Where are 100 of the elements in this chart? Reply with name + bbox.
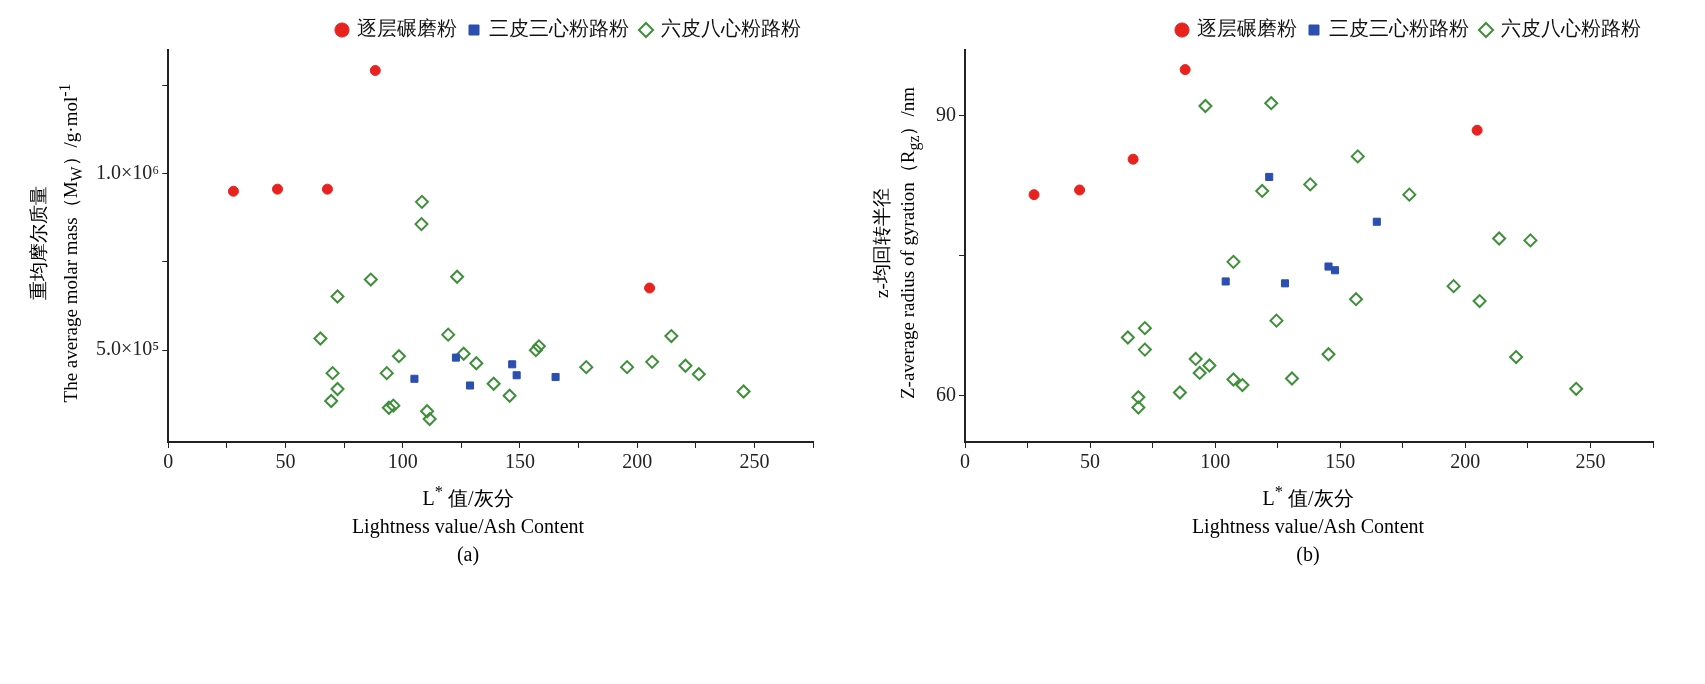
point (1137, 342, 1152, 357)
point (1131, 390, 1146, 405)
legend-label: 逐层碾磨粉 (1197, 17, 1297, 40)
point (1120, 330, 1135, 345)
x-tick-label: 150 (504, 450, 535, 473)
point (1350, 149, 1365, 164)
point (1321, 347, 1336, 362)
text: (a) (455, 541, 481, 568)
point (325, 366, 340, 381)
point (1198, 99, 1213, 113)
point (363, 272, 378, 287)
point (508, 360, 517, 369)
x-tick-label: 200 (622, 450, 653, 473)
point (441, 327, 456, 342)
point (1402, 187, 1417, 202)
x-tick-label: 100 (387, 450, 418, 473)
point (422, 412, 437, 427)
point (330, 382, 345, 397)
point (1349, 292, 1364, 307)
point (1471, 124, 1483, 136)
legend-label: 六皮八心粉路粉 (661, 17, 801, 40)
point (1303, 177, 1318, 192)
x-tick-label: 150 (1325, 450, 1356, 473)
x-tick-label: 100 (1200, 450, 1231, 473)
point (1472, 294, 1487, 309)
point (502, 388, 517, 403)
legend-label: 三皮三心粉路粉 (489, 17, 629, 40)
x-tick-label: 50 (275, 450, 296, 473)
point (469, 356, 484, 371)
point (644, 282, 656, 294)
point (410, 374, 419, 383)
point (620, 360, 635, 375)
point (414, 194, 429, 209)
point (528, 343, 543, 358)
point (645, 354, 660, 369)
point (512, 371, 521, 380)
point (1569, 381, 1584, 396)
point (321, 183, 333, 195)
point (313, 331, 328, 346)
point (1269, 313, 1284, 328)
y-tick-label: 60 (936, 382, 956, 405)
point (1192, 365, 1207, 380)
point (1264, 96, 1279, 111)
x-axis-title: L$^{*}$ 值/灰分 Lightness value/Ash Content (1191, 481, 1425, 540)
point (465, 381, 475, 390)
text: (b) (1295, 541, 1321, 567)
y-tick-label: 1.0×10⁶ (95, 160, 160, 183)
point (227, 185, 239, 197)
point (551, 372, 560, 382)
point (414, 217, 429, 232)
point (1127, 153, 1139, 165)
x-tick-label: 250 (1575, 450, 1606, 473)
point (391, 349, 406, 364)
point (1235, 378, 1250, 393)
point (272, 183, 284, 195)
point (451, 353, 460, 362)
point (330, 289, 345, 304)
point (386, 398, 401, 413)
point (664, 329, 679, 344)
point (1172, 385, 1187, 400)
x-tick-label: 50 (1080, 450, 1101, 473)
point (369, 64, 381, 76)
legend-label: 六皮八心粉路粉 (1501, 17, 1641, 40)
point (579, 360, 594, 375)
point (456, 346, 471, 361)
point (1265, 172, 1274, 181)
point (381, 400, 396, 415)
point (1226, 372, 1241, 387)
x-axis-title: L$^{*}$ 值/灰分 Lightness value/Ash Content (351, 481, 585, 540)
point (1492, 231, 1507, 246)
x-tick-label: 0 (960, 450, 970, 473)
point (678, 358, 693, 373)
x-tick-label: 250 (739, 450, 770, 473)
point (531, 339, 546, 354)
point (1131, 400, 1146, 415)
point (1509, 350, 1524, 365)
point (1372, 217, 1381, 226)
point (691, 367, 706, 382)
x-tick-label: 200 (1450, 450, 1481, 473)
point (1188, 351, 1203, 366)
point (1446, 279, 1461, 294)
y-tick-label: 90 (936, 102, 956, 125)
point (450, 269, 465, 284)
point (1324, 262, 1333, 271)
legend-label: 三皮三心粉路粉 (1329, 17, 1469, 40)
point (1330, 266, 1340, 275)
point (1523, 233, 1538, 248)
y-tick-label: 5.0×10⁵ (95, 337, 160, 360)
point (324, 394, 339, 409)
point (1179, 64, 1191, 76)
point (486, 376, 501, 391)
point (1221, 277, 1230, 286)
point (1202, 358, 1217, 373)
point (1028, 189, 1040, 201)
point (1226, 254, 1241, 269)
point (1137, 321, 1152, 336)
point (1255, 183, 1270, 198)
point (1284, 371, 1299, 386)
point (1280, 279, 1290, 288)
point (420, 404, 435, 419)
